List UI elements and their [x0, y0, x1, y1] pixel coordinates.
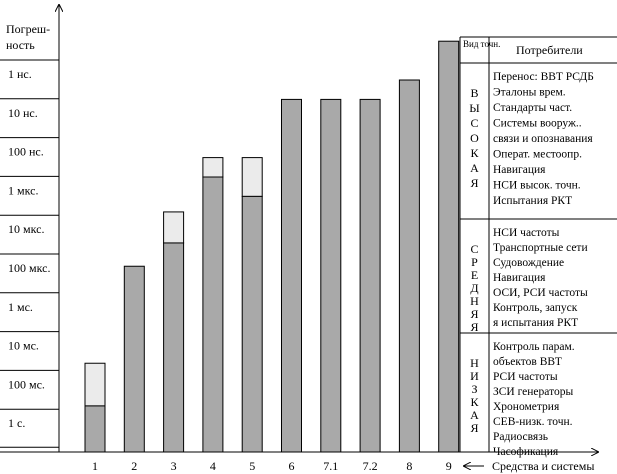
x-tick-label: 1: [92, 459, 98, 473]
level-letter: К: [470, 395, 479, 409]
y-tick-label: 100 мс.: [8, 377, 45, 391]
level-letter: Р: [471, 255, 478, 269]
bar-dark-9: [438, 40, 460, 453]
consumer-item: ОСИ, РСИ частоты: [493, 287, 588, 299]
y-tick-label: 1 с.: [8, 416, 25, 430]
consumer-item: Навигация: [493, 164, 546, 176]
consumer-item: Операт. местоопр.: [493, 149, 582, 161]
consumer-item: РСИ частоты: [493, 371, 558, 383]
x-tick-label: 3: [171, 459, 177, 473]
bar-light-5: [241, 157, 263, 197]
y-tick-label: 100 нс.: [8, 145, 44, 159]
x-tick-label: 5: [249, 459, 255, 473]
y-axis-label-line-2: ность: [6, 38, 35, 52]
bar-dark-7.2: [359, 98, 381, 453]
bar-dark-3: [163, 242, 185, 453]
table-header-consumers: Потребители: [516, 43, 583, 57]
consumer-item: Транспортные сети: [493, 242, 588, 254]
level-letter: О: [470, 131, 479, 145]
x-tick-labels: 1 2 3 4 5 6 7.1 7.2 8 9: [92, 459, 452, 473]
consumer-item: Судовождение: [493, 257, 564, 269]
level-letter: Я: [470, 176, 478, 190]
table-header-level: Вид точн.: [463, 39, 500, 49]
y-tick-labels: 1 нс. 10 нс. 100 нс. 1 мкс. 10 мкс. 100 мкс. 1…: [8, 67, 50, 430]
x-tick-label: 7.2: [363, 459, 378, 473]
bar-dark-4: [202, 176, 224, 453]
level-letter: А: [470, 408, 479, 422]
bar-light-3: [163, 211, 185, 244]
level-letter: Н: [470, 294, 479, 308]
level-letter: Я: [470, 421, 478, 435]
consumer-item: Перенос: ВВТ РСДБ: [493, 71, 594, 83]
y-tick-label: 10 нс.: [8, 106, 38, 120]
bars: [84, 40, 460, 453]
level-letter: С: [470, 242, 478, 256]
level-letter: Я: [470, 307, 478, 321]
level-letter: З: [471, 382, 477, 396]
y-tick-label: 1 мс.: [8, 300, 33, 314]
consumer-item: связи и опознавания: [493, 133, 593, 145]
level-letter: В: [470, 86, 478, 100]
y-tick-label: 10 мкс.: [8, 222, 44, 236]
bar-dark-5: [241, 195, 263, 453]
x-tick-label: 6: [289, 459, 295, 473]
gridlines: [0, 59, 59, 448]
level-letter: Я: [470, 320, 478, 334]
bar-light-1: [84, 362, 106, 407]
x-tick-label: 7.1: [323, 459, 338, 473]
y-tick-label: 100 мкс.: [8, 261, 50, 275]
consumer-item: СЕВ-низк. точн.: [493, 416, 573, 428]
consumer-item: НСИ высок. точн.: [493, 180, 581, 192]
level-letter: С: [470, 116, 478, 130]
consumer-item: Контроль, запуск: [493, 302, 578, 314]
x-tick-label: 8: [406, 459, 412, 473]
y-tick-label: 10 мс.: [8, 339, 39, 353]
y-axis-label-line-1: Погреш-: [6, 22, 50, 36]
bar-dark-7.1: [320, 98, 342, 453]
consumer-item: НСИ частоты: [493, 227, 560, 239]
consumer-item: я испытания РКТ: [493, 317, 578, 329]
y-tick-label: 1 мкс.: [8, 183, 38, 197]
consumer-item: Стандарты част.: [493, 102, 572, 114]
level-letter: И: [470, 369, 479, 383]
consumer-item: Навигация: [493, 272, 546, 284]
y-tick-label: 1 нс.: [8, 67, 32, 81]
consumer-item: Эталоны врем.: [493, 87, 566, 99]
x-axis-label: Средства и системы: [492, 459, 594, 473]
level-letter: Ы: [469, 101, 480, 115]
consumer-item: Испытания РКТ: [493, 195, 572, 207]
level-letter: Д: [470, 281, 478, 295]
level-letter: Е: [471, 268, 478, 282]
level-letter: А: [470, 161, 479, 175]
level-letter: Н: [470, 356, 479, 370]
consumer-item: ЗСИ генераторы: [493, 386, 573, 398]
x-tick-label: 4: [210, 459, 216, 473]
consumer-item: Хронометрия: [493, 401, 560, 413]
x-tick-label: 2: [131, 459, 137, 473]
bar-dark-6: [281, 98, 302, 453]
bar-dark-8: [398, 79, 420, 453]
bar-dark-1: [84, 405, 106, 453]
consumer-item: Контроль парам.: [493, 341, 575, 353]
bar-dark-2: [123, 265, 145, 453]
consumer-item: Системы вооруж..: [493, 118, 582, 130]
bar-light-4: [202, 157, 224, 178]
x-tick-label: 9: [446, 459, 452, 473]
consumer-item: Часофикация: [493, 446, 559, 458]
consumer-item: Радиосвязь: [493, 431, 548, 443]
level-letter: К: [470, 146, 479, 160]
consumer-item: объектов ВВТ: [493, 356, 562, 368]
